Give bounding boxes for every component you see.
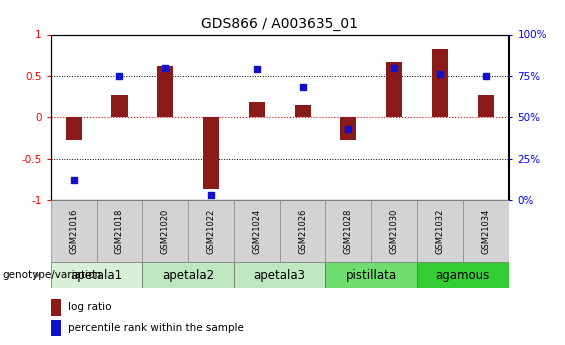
Text: GSM21034: GSM21034	[481, 208, 490, 254]
Text: GSM21018: GSM21018	[115, 208, 124, 254]
Text: apetala3: apetala3	[254, 269, 306, 282]
Text: GSM21020: GSM21020	[161, 208, 169, 254]
Text: apetala2: apetala2	[162, 269, 214, 282]
Bar	[51, 320, 61, 336]
Bar	[142, 262, 234, 288]
Bar	[51, 262, 142, 288]
Text: GSM21028: GSM21028	[344, 208, 353, 254]
Text: percentile rank within the sample: percentile rank within the sample	[68, 323, 244, 333]
Bar	[51, 200, 97, 262]
Point	[298, 85, 307, 90]
Bar	[432, 49, 448, 117]
Text: apetala1: apetala1	[71, 269, 123, 282]
Point	[69, 177, 78, 183]
Bar	[386, 62, 402, 117]
Bar	[463, 200, 508, 262]
Bar	[51, 299, 61, 316]
Point	[435, 71, 444, 77]
Bar	[325, 200, 371, 262]
Text: GSM21030: GSM21030	[390, 208, 398, 254]
Point	[481, 73, 490, 79]
Point	[206, 193, 215, 198]
Text: GSM21024: GSM21024	[253, 208, 261, 254]
Bar	[340, 117, 357, 140]
Bar	[234, 262, 325, 288]
Text: GSM21032: GSM21032	[436, 208, 444, 254]
Text: genotype/variation: genotype/variation	[3, 270, 102, 280]
Bar	[294, 105, 311, 117]
Bar	[66, 117, 82, 140]
Text: agamous: agamous	[436, 269, 490, 282]
Bar	[280, 200, 325, 262]
Bar	[249, 102, 265, 117]
Bar	[157, 66, 173, 117]
Bar	[234, 200, 280, 262]
Bar	[371, 200, 417, 262]
Text: log ratio: log ratio	[68, 303, 111, 312]
Bar	[325, 262, 417, 288]
Point	[389, 65, 398, 70]
Point	[252, 67, 261, 72]
Bar	[203, 117, 219, 189]
Text: GSM21022: GSM21022	[207, 208, 215, 254]
Bar	[417, 200, 463, 262]
Bar	[111, 95, 128, 117]
Title: GDS866 / A003635_01: GDS866 / A003635_01	[201, 17, 358, 31]
Bar	[142, 200, 188, 262]
Bar	[97, 200, 142, 262]
Point	[160, 65, 170, 70]
Text: pistillata: pistillata	[346, 269, 397, 282]
Bar	[417, 262, 508, 288]
Point	[115, 73, 124, 79]
Text: GSM21026: GSM21026	[298, 208, 307, 254]
Text: GSM21016: GSM21016	[69, 208, 78, 254]
Bar	[477, 95, 494, 117]
Bar	[188, 200, 234, 262]
Point	[344, 126, 353, 132]
